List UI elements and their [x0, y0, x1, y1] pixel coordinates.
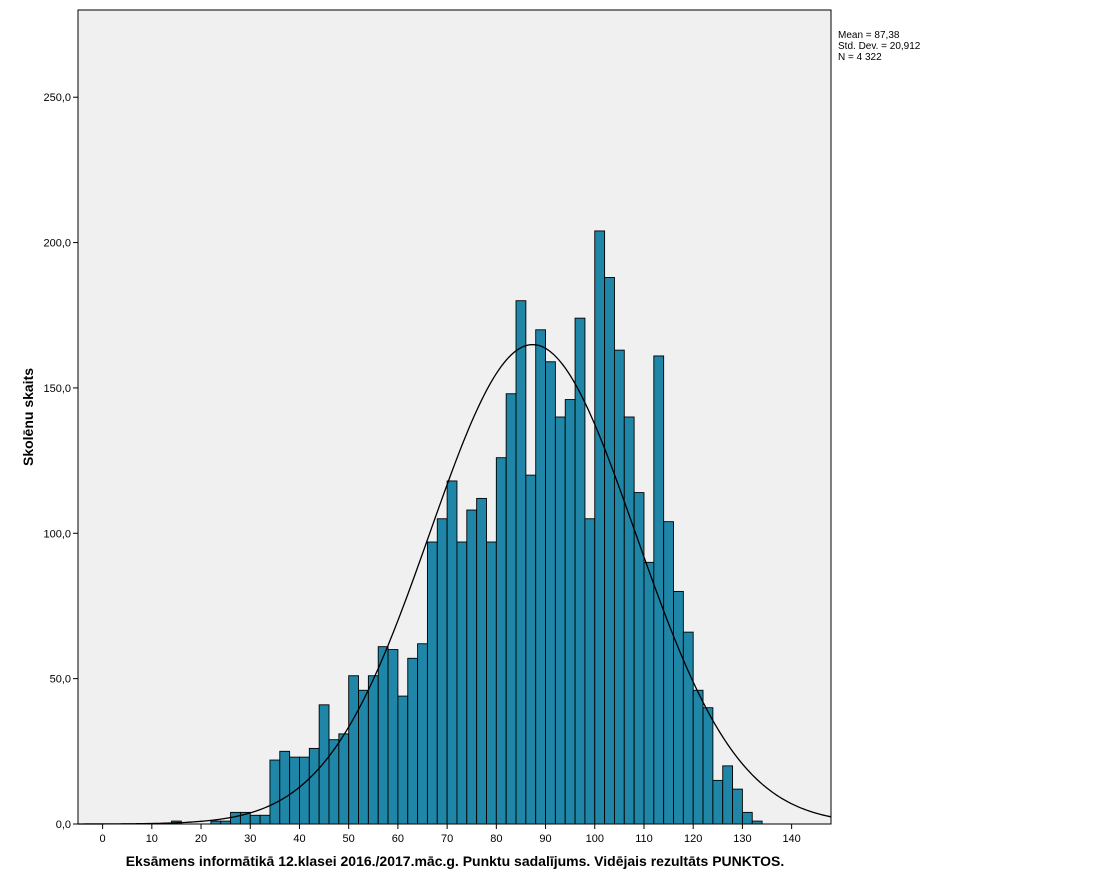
x-tick-label: 20	[195, 833, 207, 845]
y-tick-label: 250,0	[43, 92, 71, 104]
histogram-bar	[525, 474, 537, 825]
histogram-bar	[495, 457, 507, 825]
histogram-bar	[702, 707, 714, 825]
x-tick-label: 80	[490, 833, 502, 845]
histogram-bar	[643, 561, 655, 825]
histogram-bar	[751, 820, 763, 825]
histogram-bar	[269, 759, 281, 825]
y-axis-title: Skolēnu skaits	[20, 368, 36, 466]
x-tick-label: 30	[244, 833, 256, 845]
histogram-bar	[505, 393, 517, 825]
histogram-bar	[486, 541, 497, 825]
x-axis: 0 10 20 30 40 50 60 70 80 90 100 110 120 130 140	[100, 824, 801, 845]
x-tick-label: 90	[539, 833, 551, 845]
histogram-bar	[594, 230, 606, 825]
x-tick-label: 120	[684, 833, 702, 845]
stat-std-dev: Std. Dev. = 20,912	[838, 41, 921, 52]
x-tick-label: 40	[293, 833, 305, 845]
histogram-bar	[377, 646, 389, 825]
histogram-bar	[476, 497, 487, 825]
x-axis-title: Eksāmens informātikā 12.klasei 2016./201…	[126, 853, 785, 869]
normal-curve	[78, 343, 832, 825]
histogram-bar	[259, 814, 271, 825]
x-tick-label: 100	[586, 833, 604, 845]
stat-n: N = 4 322	[838, 52, 882, 63]
histogram-bar	[358, 689, 369, 825]
histogram-bar	[446, 480, 458, 825]
x-tick-label: 110	[635, 833, 653, 845]
y-tick-label: 100,0	[43, 528, 71, 540]
bars-group	[171, 230, 763, 825]
histogram-bar	[584, 518, 596, 825]
histogram-bar	[673, 590, 684, 825]
y-tick-label: 50,0	[50, 674, 71, 686]
y-tick-label: 150,0	[43, 383, 71, 395]
histogram-bar	[466, 509, 478, 825]
histogram-bar	[299, 756, 310, 825]
histogram-bar	[545, 361, 556, 825]
histogram-bar	[682, 631, 694, 825]
histogram-bar	[220, 820, 232, 825]
x-tick-label: 70	[441, 833, 453, 845]
x-tick-label: 50	[343, 833, 355, 845]
histogram-bar	[387, 649, 399, 825]
y-tick-label: 0,0	[56, 819, 71, 831]
histogram-bar	[722, 765, 734, 825]
histogram-bar	[210, 820, 222, 825]
histogram-bar	[367, 675, 379, 825]
histogram-bar	[407, 657, 419, 825]
histogram-bar	[564, 399, 576, 825]
histogram-bar	[436, 518, 448, 825]
histogram-bar	[249, 814, 261, 825]
x-tick-label: 60	[392, 833, 404, 845]
histogram-bar	[692, 689, 704, 825]
histogram-bar	[338, 733, 350, 825]
stat-mean: Mean = 87,38	[838, 30, 900, 41]
histogram-bar	[279, 750, 291, 825]
histogram-bar	[712, 779, 724, 825]
histogram-bar	[308, 747, 320, 825]
histogram-bar	[614, 349, 625, 825]
y-tick-label: 200,0	[43, 238, 71, 250]
histogram-bar	[732, 788, 743, 825]
histogram-bar	[230, 811, 241, 825]
histogram-bar	[397, 695, 409, 825]
histogram-bar	[604, 277, 615, 825]
statistics-legend: Mean = 87,38 Std. Dev. = 20,912 N = 4 32…	[838, 30, 920, 63]
histogram-bar	[663, 521, 674, 825]
x-tick-label: 130	[733, 833, 751, 845]
histogram-bar	[623, 416, 635, 825]
histogram-bar	[318, 704, 330, 825]
histogram-bar	[554, 416, 566, 825]
x-tick-label: 0	[100, 833, 106, 845]
histogram-bar	[741, 811, 753, 825]
x-tick-label: 10	[146, 833, 158, 845]
y-axis: 0,0 50,0 100,0 150,0 200,0 250,0	[43, 92, 78, 831]
histogram-bar	[328, 739, 340, 825]
histogram-bar	[535, 329, 547, 825]
histogram-bar	[417, 643, 428, 825]
histogram-bar	[348, 675, 359, 825]
histogram-bar	[426, 541, 438, 825]
histogram-bar	[456, 541, 468, 825]
x-tick-label: 140	[782, 833, 800, 845]
histogram-bar	[515, 300, 527, 825]
